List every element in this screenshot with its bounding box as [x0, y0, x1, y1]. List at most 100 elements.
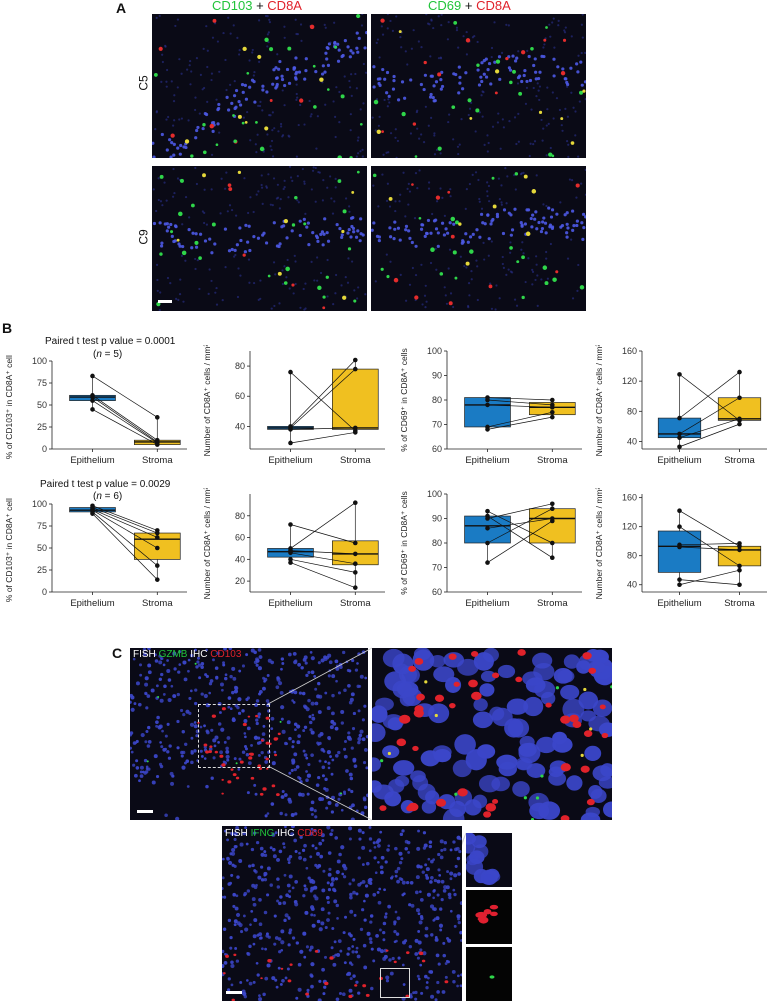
nucleus [223, 740, 227, 744]
nucleus [307, 698, 311, 703]
nucleus [236, 295, 240, 299]
nucleus [381, 33, 385, 36]
nucleus [226, 210, 229, 213]
nucleus [378, 83, 382, 87]
nucleus [302, 729, 306, 733]
nucleus [399, 193, 402, 196]
stained-cell [579, 90, 584, 95]
nucleus [407, 182, 410, 185]
nucleus [516, 82, 520, 85]
nucleus [352, 937, 356, 941]
red-signal [580, 765, 590, 773]
nucleus [196, 125, 200, 130]
red-signal [457, 788, 468, 797]
nucleus [364, 71, 367, 74]
nucleus [264, 947, 268, 951]
nucleus [531, 283, 534, 286]
nucleus [551, 21, 554, 24]
nucleus [265, 90, 269, 94]
x-tick-label: Stroma [537, 598, 568, 609]
nucleus [324, 51, 328, 55]
nucleus [261, 88, 265, 92]
nucleus [566, 115, 570, 118]
nucleus [269, 883, 273, 887]
nucleus [321, 64, 325, 68]
nucleus [280, 940, 285, 945]
nucleus [341, 992, 346, 997]
nucleus [287, 943, 291, 947]
nucleus [213, 744, 217, 748]
nucleus [206, 730, 210, 735]
nucleus [540, 691, 556, 705]
nucleus [271, 111, 274, 114]
nucleus [214, 735, 219, 740]
nucleus [233, 864, 237, 868]
nucleus [234, 906, 239, 911]
stained-cell [264, 126, 269, 131]
nucleus [333, 899, 338, 904]
nucleus [363, 899, 366, 903]
nucleus [241, 664, 246, 668]
nucleus [152, 141, 155, 145]
nucleus [266, 963, 271, 968]
nucleus [326, 46, 330, 50]
data-point [677, 431, 682, 437]
nucleus [200, 665, 204, 669]
nucleus [202, 47, 205, 50]
nucleus [261, 109, 264, 112]
nucleus [386, 848, 390, 852]
nucleus [318, 927, 323, 932]
nucleus [481, 90, 484, 93]
nucleus [582, 226, 586, 230]
nucleus [287, 81, 292, 85]
nucleus [223, 648, 227, 651]
nucleus [272, 261, 276, 264]
nucleus [270, 727, 274, 731]
nucleus [178, 293, 182, 296]
nucleus [434, 937, 439, 942]
nucleus [382, 956, 387, 961]
gene-label-ifng: IFNG [250, 828, 275, 839]
nucleus [226, 838, 229, 842]
nucleus [355, 87, 358, 90]
nucleus [190, 749, 194, 753]
data-point [677, 435, 682, 440]
nucleus [581, 237, 585, 241]
pair-line [92, 375, 158, 418]
nucleus [414, 997, 418, 1001]
nucleus [368, 849, 372, 853]
nucleus [280, 657, 285, 661]
nucleus [402, 171, 405, 174]
nucleus [167, 678, 172, 682]
x-tick-label: Epithelium [268, 598, 312, 609]
nucleus [504, 167, 507, 170]
nucleus [495, 284, 498, 287]
nucleus [487, 184, 491, 188]
nucleus [193, 721, 197, 724]
nucleus [242, 116, 245, 119]
nucleus [270, 148, 273, 151]
nucleus [145, 767, 149, 771]
nucleus [274, 831, 278, 835]
fish-ifng-label: FISH IFNG IHC CD69 [225, 828, 323, 839]
data-point [353, 585, 358, 590]
nucleus [584, 168, 586, 171]
nucleus [365, 766, 368, 770]
data-point [485, 508, 490, 514]
nucleus [316, 279, 319, 282]
nucleus [355, 155, 358, 158]
nucleus [289, 176, 293, 179]
nucleus [416, 956, 420, 960]
nucleus [172, 124, 175, 127]
nucleus [284, 813, 288, 817]
nucleus [424, 934, 428, 937]
nucleus [303, 753, 308, 757]
pair-line [290, 524, 356, 544]
nucleus [283, 104, 286, 107]
y-tick-label: 50 [37, 400, 47, 410]
nucleus [575, 219, 579, 223]
nucleus [263, 871, 268, 876]
nucleus [161, 60, 164, 64]
nucleus [415, 908, 421, 913]
nucleus [353, 764, 358, 768]
